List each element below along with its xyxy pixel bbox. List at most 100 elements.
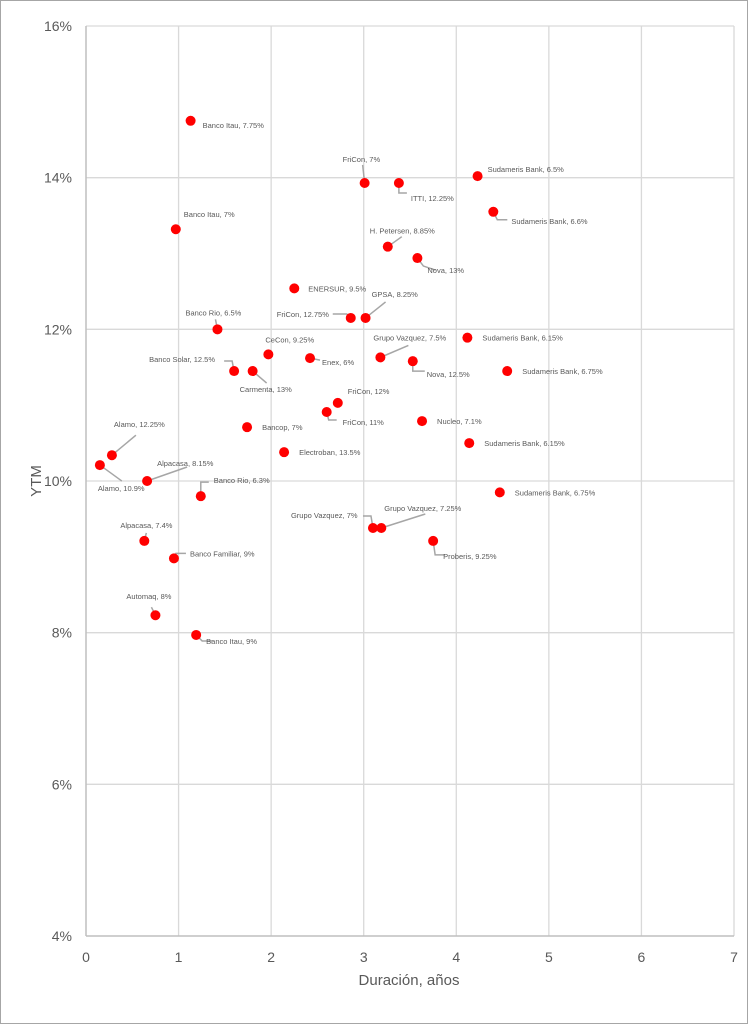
data-point[interactable]: [289, 283, 300, 294]
x-tick-label: 3: [360, 949, 368, 965]
data-label: Sudameris Bank, 6.5%: [488, 165, 565, 174]
data-point[interactable]: [106, 450, 117, 461]
data-point[interactable]: [150, 610, 161, 621]
x-axis-title: Duración, años: [359, 972, 460, 989]
leader-line: [146, 466, 188, 482]
data-point[interactable]: [412, 253, 423, 264]
leader-lines: [99, 164, 508, 642]
tick-labels: 0 1 2 3 4 5 6 7 4% 6% 8% 10% 12% 14% 16%: [44, 18, 738, 965]
data-point[interactable]: [94, 460, 105, 471]
data-point[interactable]: [407, 356, 418, 367]
data-label: Alpacasa, 7.4%: [120, 521, 172, 530]
data-label: Bancop, 7%: [262, 423, 303, 432]
x-tick-label: 6: [638, 949, 646, 965]
data-point[interactable]: [185, 115, 196, 126]
data-label: Banco Familiar, 9%: [190, 549, 255, 558]
data-label: Enex, 6%: [322, 358, 354, 367]
data-point[interactable]: [494, 487, 505, 498]
data-point[interactable]: [359, 177, 370, 188]
data-point[interactable]: [417, 416, 428, 427]
data-point[interactable]: [393, 177, 404, 188]
data-point[interactable]: [191, 629, 202, 640]
data-label: Banco Itau, 9%: [206, 637, 257, 646]
data-labels: Banco Itau, 7.75% Banco Itau, 7% FriCon, 7…: [98, 121, 603, 646]
y-tick-label: 10%: [44, 473, 72, 489]
leader-line: [111, 434, 137, 456]
data-label: Banco Solar, 12.5%: [149, 355, 215, 364]
data-label: FriCon, 12%: [348, 387, 390, 396]
data-label: FriCon, 11%: [343, 418, 384, 427]
data-point[interactable]: [375, 352, 386, 363]
data-point[interactable]: [428, 535, 439, 546]
data-label: Alpacasa, 8.15%: [157, 459, 214, 468]
data-label: CeCon, 9.25%: [265, 335, 314, 344]
data-label: Sudameris Bank, 6.6%: [511, 217, 588, 226]
data-label: Grupo Vazquez, 7.25%: [384, 504, 461, 513]
data-point[interactable]: [332, 397, 343, 408]
data-point[interactable]: [472, 171, 483, 182]
data-label: FriCon, 12.75%: [277, 310, 329, 319]
x-tick-label: 2: [267, 949, 275, 965]
y-tick-label: 8%: [52, 625, 72, 641]
data-label: Nucleo, 7.1%: [437, 417, 482, 426]
y-tick-label: 16%: [44, 18, 72, 34]
x-tick-label: 7: [730, 949, 738, 965]
x-tick-label: 0: [82, 949, 90, 965]
data-point[interactable]: [242, 422, 253, 433]
data-point[interactable]: [376, 523, 387, 534]
data-label: Alamo, 12.25%: [114, 420, 165, 429]
data-label: Banco Rio, 6.5%: [185, 308, 241, 317]
data-label: Sudameris Bank, 6.15%: [484, 439, 565, 448]
x-tick-label: 4: [452, 949, 460, 965]
data-point[interactable]: [462, 332, 473, 343]
data-point[interactable]: [464, 438, 475, 449]
data-point[interactable]: [229, 366, 240, 377]
data-label: Proberis, 9.25%: [443, 552, 497, 561]
data-point[interactable]: [305, 353, 316, 364]
leader-line: [381, 513, 426, 529]
data-label: Automaq, 8%: [126, 592, 171, 601]
data-points: [94, 115, 513, 640]
x-tick-label: 5: [545, 949, 553, 965]
data-label: FriCon, 7%: [343, 155, 381, 164]
data-point[interactable]: [195, 491, 206, 502]
data-label: H. Petersen, 8.85%: [370, 227, 435, 236]
data-point[interactable]: [247, 366, 258, 377]
data-label: Nova, 13%: [427, 266, 464, 275]
x-tick-label: 1: [175, 949, 183, 965]
data-label: ITTI, 12.25%: [411, 194, 454, 203]
y-tick-label: 4%: [52, 928, 72, 944]
data-label: Banco Itau, 7%: [184, 210, 235, 219]
data-point[interactable]: [360, 312, 371, 323]
data-label: Grupo Vazquez, 7%: [291, 511, 358, 520]
data-label: Banco Itau, 7.75%: [203, 121, 265, 130]
data-point[interactable]: [139, 535, 150, 546]
y-axis-title: YTM: [28, 465, 45, 497]
leader-line: [380, 344, 409, 359]
data-label: Sudameris Bank, 6.75%: [522, 367, 603, 376]
data-point[interactable]: [142, 476, 153, 486]
data-point[interactable]: [488, 206, 499, 217]
data-label: GPSA, 8.25%: [372, 290, 419, 299]
data-label: Alamo, 10.9%: [98, 484, 145, 493]
grid: [86, 25, 735, 936]
data-label: Grupo Vazquez, 7.5%: [373, 333, 446, 342]
axes: [85, 26, 734, 937]
data-point[interactable]: [321, 406, 332, 417]
y-tick-label: 6%: [52, 776, 72, 792]
y-tick-label: 14%: [44, 170, 72, 186]
data-point[interactable]: [170, 224, 181, 235]
data-point[interactable]: [168, 553, 179, 564]
data-label: Carmenta, 13%: [240, 385, 292, 394]
data-point[interactable]: [345, 312, 356, 323]
data-label: Nova, 12.5%: [427, 370, 470, 379]
data-point[interactable]: [382, 241, 393, 252]
data-label: Sudameris Bank, 6.75%: [515, 488, 596, 497]
data-point[interactable]: [502, 366, 513, 377]
data-point[interactable]: [263, 349, 274, 360]
data-point[interactable]: [279, 447, 290, 458]
data-label: ENERSUR, 9.5%: [308, 284, 366, 293]
data-point[interactable]: [212, 324, 223, 335]
data-point[interactable]: [367, 523, 378, 534]
data-label: Banco Rio, 6.3%: [214, 476, 270, 485]
